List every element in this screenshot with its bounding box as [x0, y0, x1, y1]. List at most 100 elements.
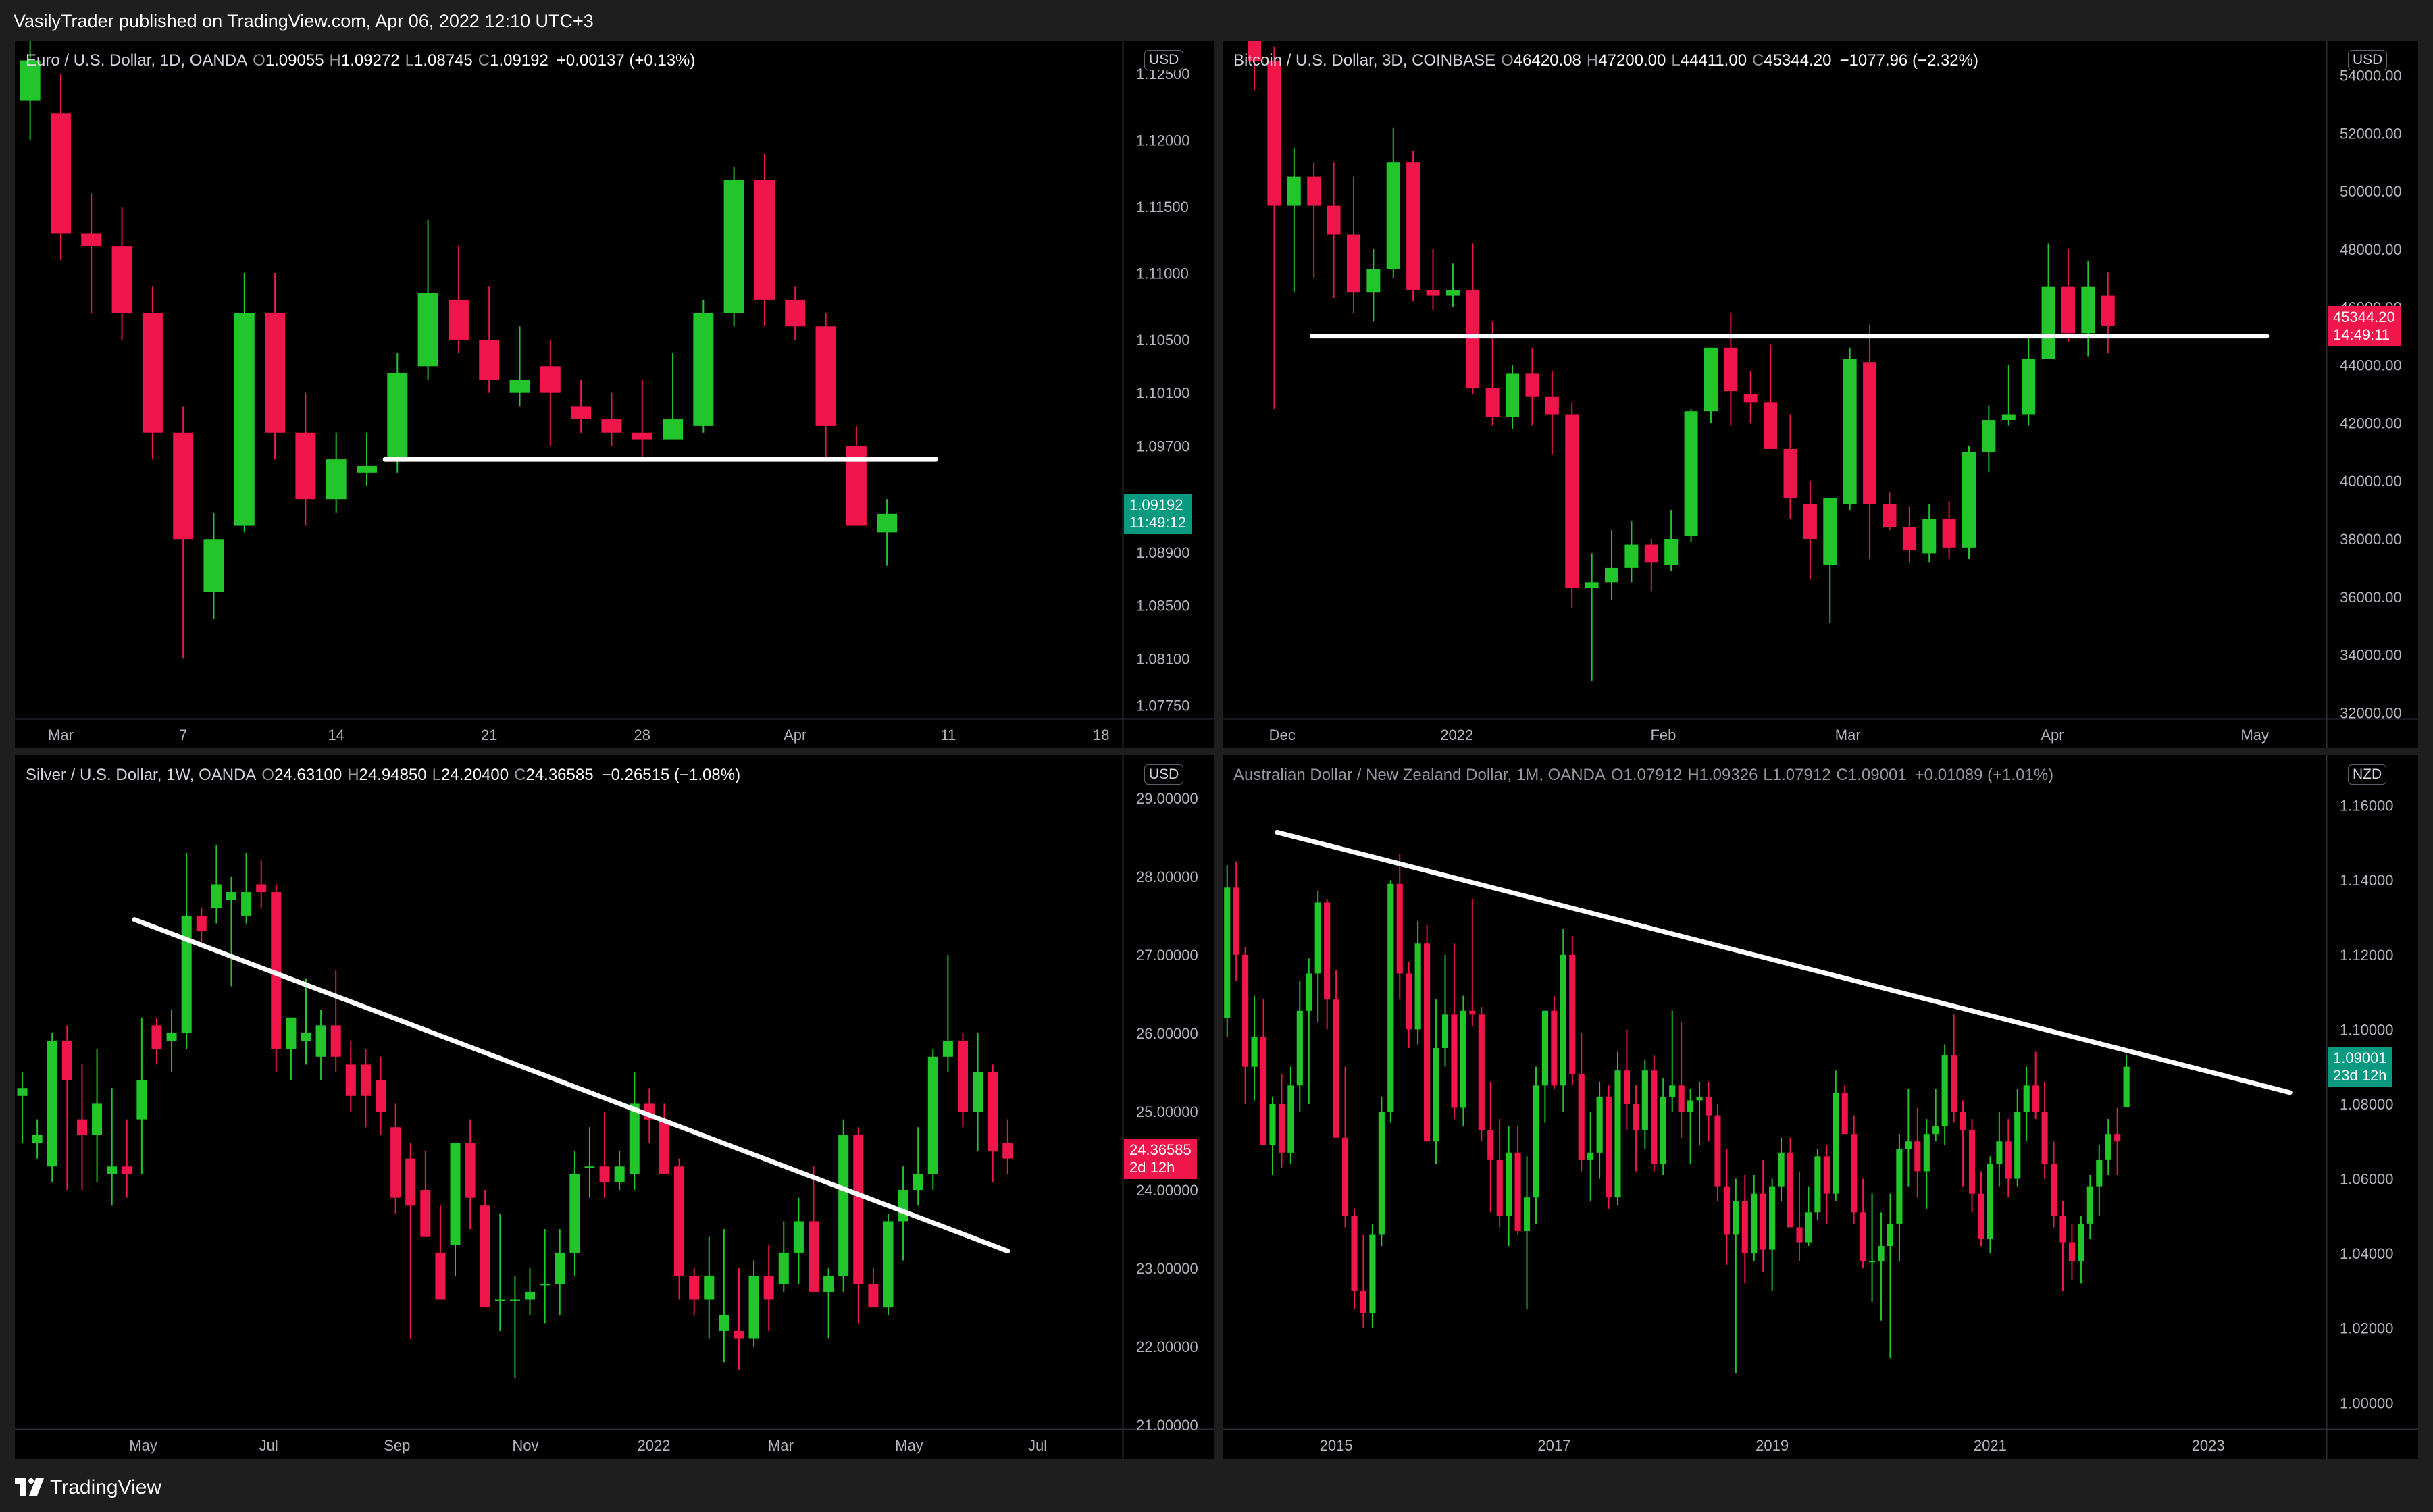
chart-canvas[interactable]: 29.00000 28.00000 27.00000 26.00000 25.00000… — [15, 755, 1214, 1459]
candle — [1704, 347, 1718, 423]
y-tick-label: 1.10000 — [2340, 1021, 2394, 1038]
candle — [1269, 1096, 1276, 1176]
candle — [295, 392, 316, 526]
tradingview-brand: TradingView — [50, 1476, 162, 1498]
candle — [1387, 880, 1394, 1123]
candle — [211, 845, 222, 924]
open-value: 1.09055 — [265, 51, 324, 70]
candle — [2096, 1145, 2103, 1216]
candle — [166, 1010, 177, 1072]
candle — [2041, 1081, 2048, 1179]
y-tick-label: 1.11000 — [1136, 265, 1189, 282]
x-tick-label: Apr — [2041, 727, 2064, 744]
change-value: +0.01089 (+1.01%) — [1914, 766, 2054, 784]
chart-canvas[interactable]: 1.16000 1.14000 1.12000 1.10000 1.08000 1.060… — [1223, 755, 2418, 1459]
y-tick-label: 32000.00 — [2340, 704, 2402, 721]
candle — [973, 1033, 983, 1151]
chart-canvas[interactable]: 1.125001.120001.115001.110001.105001.101… — [15, 41, 1214, 748]
y-tick-label: 36000.00 — [2340, 589, 2402, 606]
candle — [345, 1041, 356, 1112]
candle — [1441, 954, 1449, 1067]
y-tick-label: 1.16000 — [2340, 798, 2394, 814]
candle — [1922, 504, 1937, 563]
tradingview-logo[interactable]: TradingView — [15, 1474, 245, 1501]
candle — [1714, 1103, 1721, 1201]
symbol-legend: Bitcoin / U.S. Dollar, 3D, COINBASE O4642… — [1233, 51, 1978, 70]
y-tick-label: 1.12000 — [1136, 132, 1190, 149]
candle — [417, 219, 438, 380]
currency-badge[interactable]: NZD — [2348, 764, 2387, 785]
candle — [1914, 1107, 1921, 1198]
chart-panel-xagusd[interactable]: 29.00000 28.00000 27.00000 26.00000 25.00000… — [15, 755, 1214, 1459]
candle — [1905, 1089, 1912, 1187]
candle — [326, 432, 347, 513]
high-label: H — [1586, 51, 1599, 70]
drawn-trend-line[interactable] — [132, 917, 1010, 1254]
candle — [509, 1276, 520, 1378]
candle — [1623, 1029, 1631, 1130]
candle — [2041, 243, 2055, 359]
last-price-value: 24.36585 — [1129, 1141, 1192, 1158]
candle — [748, 1260, 759, 1347]
x-tick-label: Feb — [1650, 727, 1676, 744]
candle — [1678, 1022, 1685, 1138]
candle — [1805, 1186, 1812, 1247]
last-price-tag: 1.09001 23d 12h — [2328, 1046, 2392, 1087]
candle — [1545, 371, 1559, 455]
candle — [674, 1158, 685, 1300]
x-tick-label: 28 — [634, 727, 650, 744]
y-tick-label: 44000.00 — [2340, 357, 2402, 374]
candle — [571, 380, 592, 433]
candle — [1406, 962, 1412, 1049]
candle — [1932, 1089, 1939, 1142]
candle — [1664, 510, 1679, 571]
candle — [1466, 243, 1480, 394]
chart-canvas[interactable]: 54000.0052000.0050000.0048000.0046000.00… — [1223, 41, 2418, 748]
publish-info: VasilyTrader published on TradingView.co… — [14, 11, 594, 31]
currency-badge[interactable]: USD — [2348, 50, 2388, 70]
currency-badge[interactable]: USD — [1144, 764, 1184, 785]
y-tick-label: 48000.00 — [2340, 241, 2402, 258]
candle — [1251, 995, 1258, 1101]
candle — [1705, 1081, 1712, 1142]
candle — [1783, 414, 1797, 519]
candle — [2068, 1223, 2076, 1280]
candle — [877, 499, 898, 566]
y-tick-label: 1.10500 — [1136, 332, 1190, 348]
close-value: 24.36585 — [526, 766, 594, 784]
candle — [868, 1268, 879, 1308]
candle — [1287, 147, 1301, 293]
high-value: 47200.00 — [1598, 51, 1666, 70]
candle — [1260, 999, 1267, 1145]
candle — [1887, 1193, 1894, 1358]
candle — [2105, 1119, 2111, 1176]
last-price-value: 45344.20 — [2333, 308, 2395, 325]
candle — [479, 286, 500, 393]
candle — [1333, 969, 1339, 1138]
candle — [61, 1025, 72, 1191]
y-tick-label: 1.08000 — [2340, 1096, 2394, 1113]
x-tick-label: Mar — [48, 727, 74, 744]
y-tick-label: 50000.00 — [2340, 183, 2402, 200]
candle — [1525, 347, 1539, 426]
low-value: 24.20400 — [441, 766, 509, 784]
candle — [1360, 1234, 1367, 1328]
x-tick-label: Dec — [1269, 727, 1296, 744]
open-label: O — [1501, 51, 1514, 70]
candle — [81, 193, 102, 313]
chart-panel-btcusd[interactable]: 54000.0052000.0050000.0048000.0046000.00… — [1223, 41, 2418, 748]
high-value: 24.94850 — [359, 766, 427, 784]
candle — [525, 1268, 536, 1315]
candle — [853, 1127, 864, 1324]
high-label: H — [329, 51, 341, 70]
chart-panel-audnzd[interactable]: 1.16000 1.14000 1.12000 1.10000 1.08000 1.060… — [1223, 755, 2418, 1459]
chart-panel-eurusd[interactable]: 1.12500 1.12000 1.11500 1.11000 1.10500 1.101… — [15, 41, 1214, 748]
candle — [540, 1229, 550, 1324]
currency-badge[interactable]: USD — [1144, 50, 1184, 70]
last-price-tag: 1.09192 11:49:12 — [1124, 493, 1192, 534]
candle — [1469, 898, 1476, 1026]
candle — [2061, 249, 2075, 342]
candle — [32, 1119, 43, 1159]
drawn-trend-line[interactable] — [1275, 829, 2293, 1095]
candle — [1883, 492, 1897, 531]
